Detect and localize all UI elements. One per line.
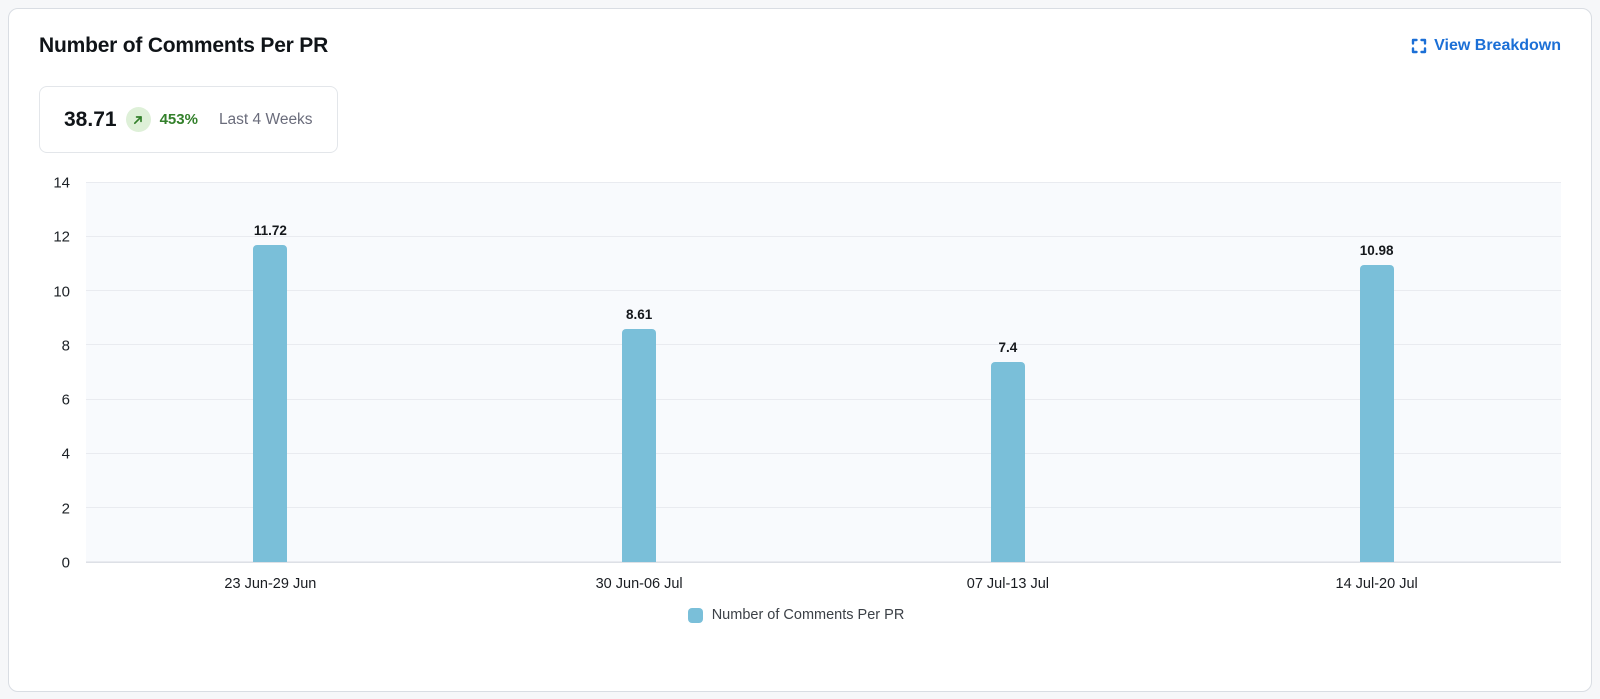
chart-legend: Number of Comments Per PR (31, 607, 1561, 623)
stat-value: 38.71 (64, 107, 117, 131)
bar-chart: 0 2 4 6 8 10 12 14 11.72 8.61 7.4 10.98 23 Jun-29 … (31, 176, 1561, 623)
bar-value-label: 11.72 (253, 222, 287, 238)
y-axis-tick-label: 6 (61, 391, 70, 409)
x-axis-label: 30 Jun-06 Jul (595, 576, 683, 592)
bar-slot: 7.4 (824, 183, 1193, 562)
chart-plot-row: 0 2 4 6 8 10 12 14 11.72 8.61 7.4 10.98 (31, 176, 1561, 571)
x-axis-label: 23 Jun-29 Jun (224, 576, 317, 592)
stat-period-label: Last 4 Weeks (218, 110, 313, 128)
y-axis-tick-label: 2 (61, 500, 70, 518)
trend-up-icon (125, 107, 151, 132)
card-header: Number of Comments Per PR View Breakdown (31, 34, 1561, 58)
stat-change-percent: 453% (159, 111, 198, 128)
y-axis-tick-label: 0 (61, 554, 70, 572)
gridline (86, 398, 1561, 400)
gridline (86, 561, 1561, 562)
x-axis-spacer (31, 576, 86, 594)
bar[interactable]: 8.61 (622, 307, 657, 562)
x-axis-label: 14 Jul-20 Jul (1335, 576, 1418, 592)
y-axis-tick-label: 8 (61, 337, 70, 355)
view-breakdown-link[interactable]: View Breakdown (1411, 37, 1561, 55)
y-axis-tick-label: 12 (53, 228, 70, 246)
summary-stat-card: 38.71 453% Last 4 Weeks (39, 86, 338, 153)
plot-area: 11.72 8.61 7.4 10.98 (86, 182, 1561, 563)
gridline (86, 506, 1561, 508)
y-axis-tick-label: 10 (53, 283, 70, 301)
x-axis: 23 Jun-29 Jun 30 Jun-06 Jul 07 Jul-13 Jul 1… (31, 576, 1561, 594)
legend-swatch (687, 607, 703, 623)
page-title: Number of Comments Per PR (39, 34, 329, 57)
expand-icon (1411, 38, 1427, 54)
gridline (86, 452, 1561, 454)
y-axis: 0 2 4 6 8 10 12 14 (31, 176, 86, 571)
legend-label: Number of Comments Per PR (711, 607, 905, 623)
gridline (86, 344, 1561, 346)
y-axis-tick-label: 4 (61, 445, 70, 463)
y-axis-tick-label: 14 (53, 174, 70, 192)
bar[interactable]: 11.72 (253, 223, 288, 562)
bar-slot: 8.61 (455, 183, 824, 562)
x-axis-label: 07 Jul-13 Jul (966, 576, 1049, 592)
bar-value-label: 10.98 (1359, 242, 1394, 258)
bar-value-label: 7.4 (998, 339, 1018, 355)
bar[interactable]: 7.4 (990, 340, 1025, 562)
bar-slot: 10.98 (1192, 183, 1561, 562)
gridline (86, 290, 1561, 292)
bar-value-label: 8.61 (625, 306, 653, 322)
x-axis-labels: 23 Jun-29 Jun 30 Jun-06 Jul 07 Jul-13 Jul 1… (86, 576, 1561, 594)
gridline (86, 182, 1561, 183)
bar-slot: 11.72 (86, 183, 455, 562)
view-breakdown-label: View Breakdown (1434, 37, 1561, 54)
chart-card: Number of Comments Per PR View Breakdown… (8, 8, 1592, 692)
gridline (86, 236, 1561, 238)
bar[interactable]: 10.98 (1359, 243, 1394, 562)
